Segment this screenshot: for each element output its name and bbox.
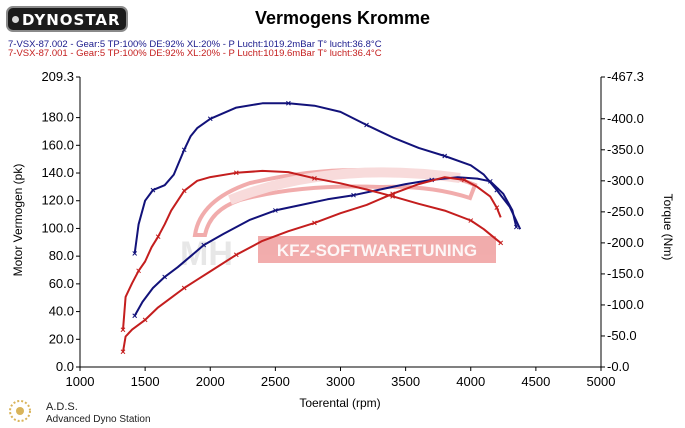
y-left-tick-label: 0.0 <box>56 359 74 374</box>
data-point-blue_torque <box>150 187 156 193</box>
y-right-tick-label: -100.0 <box>607 297 644 312</box>
data-point-blue_torque <box>132 251 138 256</box>
y-right-tick-label: -467.3 <box>607 69 644 84</box>
watermark: MH <box>180 167 496 273</box>
series-line-red_power <box>122 176 502 352</box>
y-left-tick-label: 140.0 <box>41 165 74 180</box>
data-point-red_power <box>312 220 317 226</box>
data-point-blue_torque <box>442 153 448 159</box>
chart-title: Vermogens Kromme <box>254 8 431 28</box>
y-axis-left-label: Motor Vermogen (pk) <box>11 164 25 277</box>
data-point-red_power <box>181 285 187 291</box>
y-left-tick-label: 180.0 <box>41 110 74 125</box>
ads-subtitle: Advanced Dyno Station <box>46 414 151 425</box>
data-point-red_torque <box>136 268 141 274</box>
logo-text: DYNOSTAR <box>22 11 121 29</box>
y-right-tick-label: -0.0 <box>607 359 629 374</box>
y-right-tick-label: -300.0 <box>607 173 644 188</box>
data-point-blue_torque <box>494 187 500 193</box>
y-left-tick-label: 60.0 <box>49 276 74 291</box>
x-tick-label: 3000 <box>326 374 355 389</box>
x-tick-label: 2000 <box>196 374 225 389</box>
data-point-red_torque <box>233 170 239 176</box>
data-point-red_torque <box>312 175 317 181</box>
data-point-red_power <box>461 177 467 183</box>
y-right-tick-label: -350.0 <box>607 142 644 157</box>
x-tick-label: 4500 <box>521 374 550 389</box>
data-point-blue_torque <box>286 100 291 106</box>
x-tick-label: 1500 <box>131 374 160 389</box>
y-right-tick-label: -150.0 <box>607 266 644 281</box>
data-point-red_power <box>233 252 239 258</box>
ads-brand: A.D.S. <box>46 401 78 413</box>
y-left-tick-label: 40.0 <box>49 304 74 319</box>
watermark-letters: MH <box>180 235 233 273</box>
data-point-red_torque <box>181 188 187 194</box>
series-line-blue_power <box>133 176 518 317</box>
x-tick-label: 1000 <box>66 374 95 389</box>
data-point-red_torque <box>498 240 504 246</box>
data-point-blue_torque <box>181 147 187 153</box>
data-point-red_power <box>142 317 148 323</box>
ads-logo-icon <box>9 400 31 422</box>
data-point-red_power <box>494 205 500 211</box>
data-point-red_torque <box>468 218 474 223</box>
dynostar-logo: DYNOSTAR <box>6 6 128 32</box>
x-tick-label: 4000 <box>456 374 485 389</box>
y-left-tick-label: 100.0 <box>41 220 74 235</box>
x-axis-label: Toerental (rpm) <box>299 396 380 410</box>
y-right-tick-label: -200.0 <box>607 235 644 250</box>
data-point-blue_power <box>132 313 138 319</box>
data-point-blue_power <box>351 192 356 198</box>
y-left-tick-label: 20.0 <box>49 331 74 346</box>
y-left-tick-label: 209.3 <box>41 69 74 84</box>
watermark-swoosh-icon <box>228 167 461 205</box>
data-point-blue_torque <box>207 116 213 122</box>
x-tick-label: 2500 <box>261 374 290 389</box>
data-point-red_torque <box>155 234 161 240</box>
y-left-tick-label: 120.0 <box>41 193 74 208</box>
x-tick-label: 5000 <box>587 374 616 389</box>
logo-dot-icon <box>12 16 19 23</box>
data-point-red_torque <box>120 327 126 333</box>
data-point-red_power <box>120 349 126 355</box>
y-axis-right-label: Torque (Nm) <box>661 194 675 261</box>
data-point-blue_power <box>201 242 207 248</box>
y-right-tick-label: -50.0 <box>607 328 637 343</box>
watermark-banner <box>258 236 496 263</box>
run-info-2: 7-VSX-87.001 - Gear:5 TP:100% DE:92% XL:… <box>8 48 382 59</box>
y-left-tick-label: 80.0 <box>49 248 74 263</box>
watermark-text: KFZ-SOFTWARETUNING <box>277 241 477 260</box>
x-tick-label: 3500 <box>391 374 420 389</box>
series-line-blue_torque <box>133 102 522 254</box>
data-point-red_torque <box>390 193 395 199</box>
y-right-tick-label: -250.0 <box>607 204 644 219</box>
y-right-tick-label: -400.0 <box>607 111 644 126</box>
data-point-blue_torque <box>364 122 369 128</box>
run-info-1: 7-VSX-87.002 - Gear:5 TP:100% DE:92% XL:… <box>8 39 382 50</box>
data-point-blue_power <box>162 274 168 280</box>
data-point-blue_power <box>273 208 278 213</box>
y-left-tick-label: 160.0 <box>41 137 74 152</box>
